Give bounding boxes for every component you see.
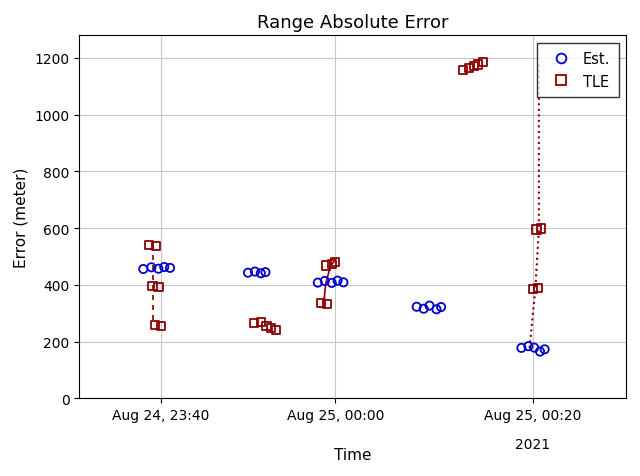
Point [156, 323, 166, 330]
Point [330, 258, 340, 266]
Point [473, 61, 483, 69]
Text: 2021: 2021 [515, 437, 550, 451]
Point [321, 262, 331, 270]
Y-axis label: Error (meter): Error (meter) [14, 167, 29, 268]
Point [271, 326, 281, 334]
Point [332, 277, 342, 285]
Point [266, 325, 276, 332]
Point [147, 282, 157, 290]
Point [532, 284, 543, 292]
Point [250, 268, 260, 276]
Point [144, 241, 154, 249]
Point [313, 279, 323, 287]
Point [151, 242, 161, 250]
Point [319, 278, 330, 285]
Point [424, 302, 435, 310]
Point [138, 266, 148, 273]
Point [419, 305, 429, 313]
Point [159, 264, 170, 271]
Point [147, 264, 157, 271]
Point [150, 321, 160, 329]
Point [528, 286, 538, 293]
Point [339, 279, 349, 287]
Point [262, 323, 272, 330]
Point [540, 346, 550, 353]
Point [255, 319, 266, 327]
Point [431, 306, 442, 314]
X-axis label: Time: Time [334, 447, 371, 462]
Point [326, 261, 337, 268]
Point [529, 344, 540, 352]
Point [516, 344, 527, 352]
Point [249, 320, 259, 327]
Point [260, 269, 271, 277]
Point [524, 343, 534, 350]
Point [326, 279, 337, 287]
Point [243, 269, 253, 277]
Point [322, 300, 332, 308]
Point [535, 348, 545, 356]
Point [316, 299, 326, 307]
Point [478, 59, 488, 67]
Point [468, 63, 479, 70]
Point [436, 304, 446, 311]
Point [531, 226, 541, 234]
Point [255, 270, 266, 278]
Point [165, 265, 175, 272]
Point [154, 284, 164, 291]
Point [458, 67, 468, 75]
Point [464, 65, 474, 73]
Legend: Est., TLE: Est., TLE [538, 43, 619, 98]
Point [154, 265, 164, 273]
Title: Range Absolute Error: Range Absolute Error [257, 14, 449, 32]
Point [412, 303, 422, 311]
Point [536, 225, 547, 233]
